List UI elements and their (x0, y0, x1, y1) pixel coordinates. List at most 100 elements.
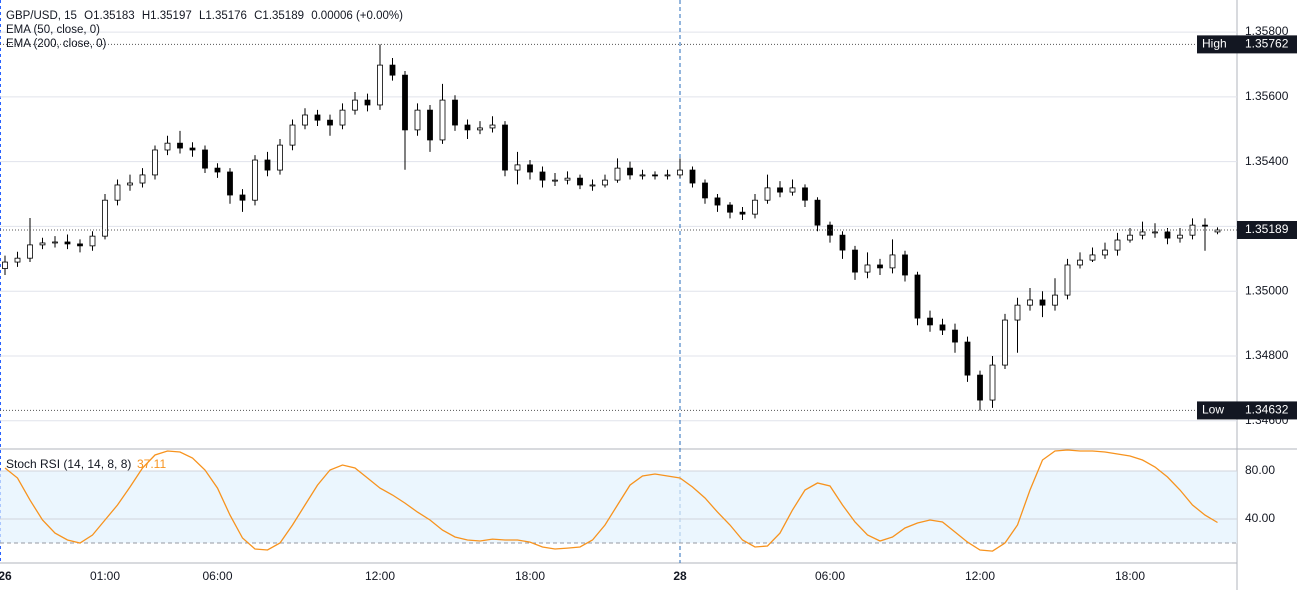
indicator: EMA (50, close, 0) (6, 24, 100, 36)
candle-body (802, 187, 808, 201)
candle-body (764, 187, 771, 201)
candle-body (2, 261, 8, 269)
candle-body (477, 127, 483, 131)
candle-body (52, 241, 58, 244)
candle-body (1177, 234, 1183, 239)
x-tick-label: 12:00 (365, 569, 395, 583)
candle-body (314, 114, 321, 121)
candle-body (339, 109, 346, 126)
candle-body (14, 257, 21, 263)
candle-body (1139, 231, 1146, 236)
x-tick-label: 12:00 (965, 569, 995, 583)
candle-body (414, 109, 421, 131)
symbol-line: GBP/USD, 15 O1.35183 H1.35197 L1.35176 C… (6, 9, 407, 23)
candle-body (939, 324, 946, 331)
x-tick-label: 28 (673, 569, 687, 583)
candle-body (164, 142, 171, 151)
level-badge (1197, 35, 1297, 54)
legend: GBP/USD, 15 O1.35183 H1.35197 L1.35176 C… (6, 9, 407, 51)
candle-body (952, 329, 958, 343)
candle-body (789, 187, 796, 193)
y-tick-label: 1.35800 (1245, 24, 1289, 38)
candle-body (327, 119, 333, 126)
indicator: EMA (200, close, 0) (6, 38, 107, 50)
candle-body (389, 64, 396, 76)
candle-body (614, 167, 621, 181)
candle-body (977, 374, 983, 401)
candle-body (1027, 299, 1033, 306)
candle-body (1089, 254, 1096, 261)
open: O1.35183 (84, 10, 135, 22)
candle-body (564, 177, 571, 181)
candle-body (902, 254, 908, 276)
candle-body (877, 264, 883, 269)
candle-body (352, 99, 358, 111)
candle-body (739, 211, 746, 215)
candle-body (1164, 231, 1171, 239)
candle-body (777, 187, 783, 193)
candle-body (489, 124, 496, 129)
x-tick-label: 18:00 (1115, 569, 1145, 583)
y-tick-label: 1.34800 (1245, 348, 1289, 362)
candle-body (214, 167, 221, 173)
candle-body (839, 234, 846, 251)
candle-body (364, 99, 371, 106)
candle-body (77, 243, 83, 247)
candle-body (1077, 259, 1083, 266)
x-tick-label: 06:00 (202, 569, 232, 583)
candle-body (1002, 319, 1008, 366)
candle-body (727, 204, 733, 213)
candle-body (689, 169, 696, 184)
candle-body (1127, 234, 1133, 241)
y-tick-label: 1.35400 (1245, 154, 1289, 168)
candle-body (239, 194, 246, 201)
candle-body (1102, 249, 1108, 256)
level-name: High (1202, 37, 1227, 51)
candle-body (464, 124, 471, 131)
candle-body (1202, 224, 1208, 227)
x-tick-label: 01:00 (90, 569, 120, 583)
candle-body (652, 174, 658, 177)
candle-body (127, 182, 133, 186)
change: 0.00006 (+0.00%) (311, 10, 403, 22)
candle-body (627, 167, 633, 176)
candle-body (527, 164, 533, 173)
y-tick-label: 40.00 (1245, 511, 1275, 525)
candle-body (114, 184, 121, 201)
high: H1.35197 (141, 10, 192, 22)
candle-body (677, 169, 683, 176)
candle-body (927, 317, 933, 326)
x-tick-label: 06:00 (815, 569, 845, 583)
candle-body (1214, 229, 1221, 233)
low: L1.35176 (198, 10, 247, 22)
candle-body (639, 174, 646, 177)
candle-body (264, 159, 271, 171)
candle-body (402, 74, 408, 131)
candle-body (664, 174, 671, 177)
candle-body (552, 179, 558, 182)
candle-body (89, 235, 96, 247)
candle-body (589, 184, 596, 187)
level-badge (1197, 401, 1297, 420)
indicator-value: 37.11 (137, 457, 166, 471)
candle-body (1114, 239, 1121, 251)
candle-body (914, 274, 921, 319)
candle-body (39, 242, 46, 246)
candle-body (702, 182, 708, 199)
x-tick-label: 26 (0, 569, 12, 583)
candle-body (989, 364, 996, 401)
candle-body (189, 147, 196, 151)
candle-body (139, 174, 146, 184)
candle-body (1014, 304, 1021, 321)
candle-body (202, 149, 208, 169)
x-tick-label: 18:00 (515, 569, 545, 583)
candle-body (1152, 231, 1158, 234)
price-value: 1.35189 (1245, 222, 1289, 236)
close: C1.35189 (254, 10, 304, 22)
candle-body (864, 264, 871, 273)
candle-body (502, 124, 508, 171)
candle-body (1064, 264, 1071, 296)
candle-body (1052, 294, 1058, 306)
candle-body (602, 179, 608, 186)
